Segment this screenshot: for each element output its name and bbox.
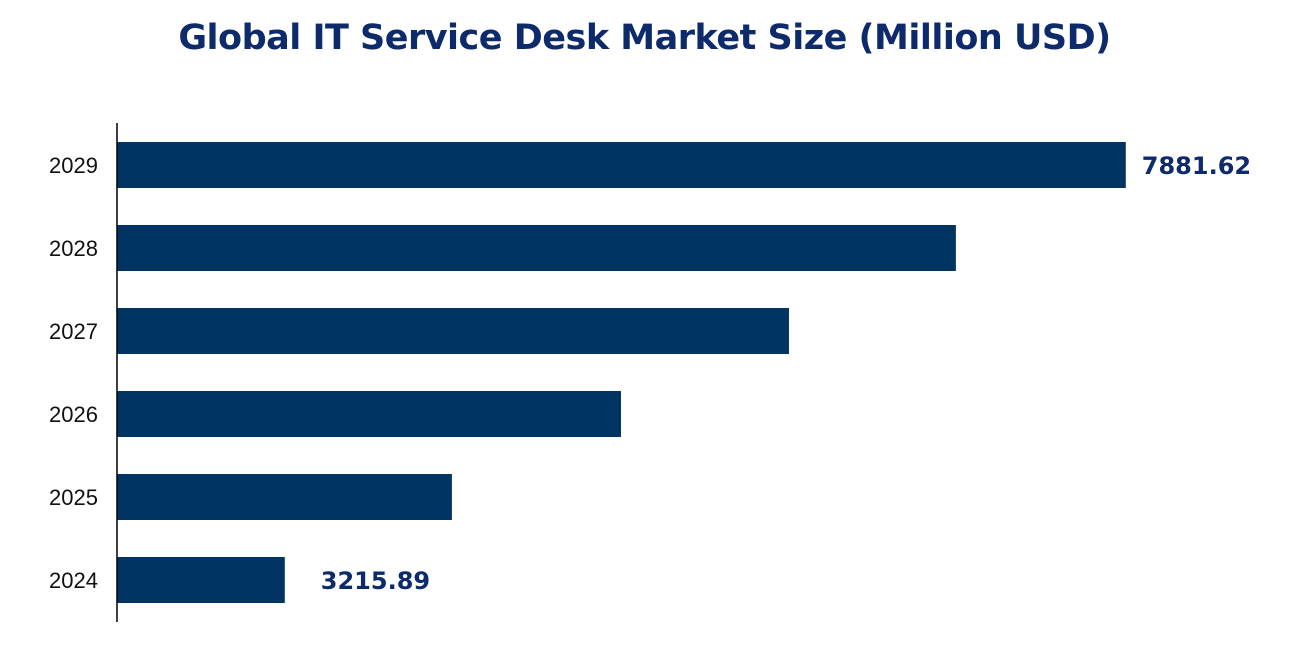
bar-2028	[117, 225, 956, 271]
chart-title: Global IT Service Desk Market Size (Mill…	[178, 18, 1111, 58]
bar-2026	[117, 391, 621, 437]
bar-2029	[117, 142, 1126, 188]
category-label-2026: 2026	[49, 402, 98, 427]
category-label-2025: 2025	[49, 485, 98, 510]
category-label-2029: 2029	[49, 153, 98, 178]
category-label-2028: 2028	[49, 236, 98, 261]
bar-2027	[117, 308, 789, 354]
bar-2025	[117, 474, 452, 520]
data-label-2024: 3215.89	[321, 567, 430, 595]
category-label-2024: 2024	[49, 568, 98, 593]
bar-2024	[117, 557, 285, 603]
category-label-2027: 2027	[49, 319, 98, 344]
data-label-2029: 7881.62	[1142, 152, 1251, 180]
